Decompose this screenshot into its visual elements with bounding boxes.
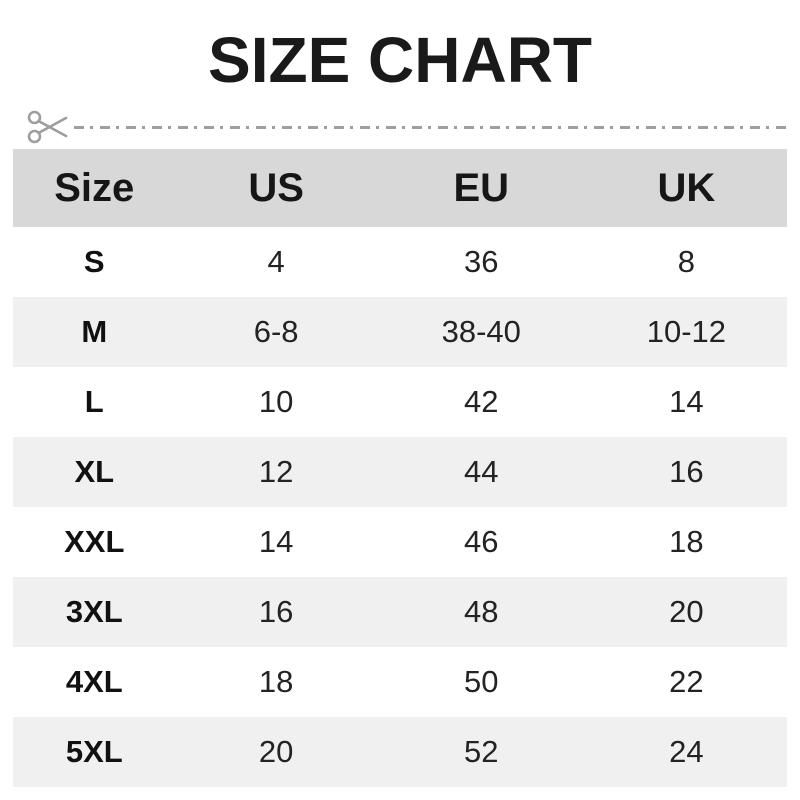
us-cell: 6-8 bbox=[253, 314, 299, 350]
scissors-icon bbox=[27, 110, 68, 144]
us-cell: 16 bbox=[258, 594, 294, 630]
size-cell: S bbox=[83, 244, 105, 280]
eu-cell: 42 bbox=[464, 384, 499, 420]
table-row: L 10 42 14 bbox=[13, 367, 787, 438]
size-chart-table: Size US EU UK S 4 36 8 M 6-8 38-40 10-12… bbox=[13, 149, 787, 788]
size-cell: 3XL bbox=[65, 594, 123, 630]
uk-cell: 8 bbox=[677, 244, 695, 280]
header-cell-us: US bbox=[175, 149, 377, 228]
us-cell: 4 bbox=[267, 244, 285, 280]
us-cell: 10 bbox=[258, 384, 294, 420]
dashed-cut-rule bbox=[74, 125, 788, 129]
size-cell: M bbox=[81, 314, 108, 350]
table-row: M 6-8 38-40 10-12 bbox=[13, 297, 787, 368]
eu-cell: 38-40 bbox=[441, 314, 521, 350]
uk-cell: 24 bbox=[669, 734, 704, 770]
eu-cell: 50 bbox=[464, 664, 499, 700]
page-title: SIZE CHART bbox=[208, 24, 592, 96]
uk-cell: 22 bbox=[669, 664, 704, 700]
table-row: XL 12 44 16 bbox=[13, 437, 787, 508]
size-cell: L bbox=[84, 384, 104, 420]
header-cell-size: Size bbox=[13, 149, 176, 228]
uk-cell: 18 bbox=[669, 524, 704, 560]
eu-cell: 48 bbox=[464, 594, 499, 630]
table-row: 5XL 20 52 24 bbox=[13, 717, 787, 788]
header-cell-eu: EU bbox=[376, 149, 586, 228]
header-cell-uk: UK bbox=[585, 149, 787, 228]
size-cell: 4XL bbox=[65, 664, 123, 700]
table-header-row: Size US EU UK bbox=[13, 149, 787, 228]
eu-cell: 46 bbox=[464, 524, 499, 560]
us-cell: 20 bbox=[258, 734, 294, 770]
table-row: 4XL 18 50 22 bbox=[13, 647, 787, 718]
uk-cell: 10-12 bbox=[646, 314, 727, 350]
size-cell: XL bbox=[74, 454, 115, 490]
eu-cell: 36 bbox=[464, 244, 499, 280]
uk-cell: 20 bbox=[669, 594, 704, 630]
size-cell: 5XL bbox=[65, 734, 123, 770]
us-cell: 18 bbox=[258, 664, 294, 700]
uk-cell: 16 bbox=[669, 454, 704, 490]
table-row: 3XL 16 48 20 bbox=[13, 577, 787, 648]
table-row: S 4 36 8 bbox=[13, 227, 787, 298]
cut-line bbox=[26, 107, 788, 147]
uk-cell: 14 bbox=[669, 384, 704, 420]
us-cell: 12 bbox=[258, 454, 294, 490]
size-cell: XXL bbox=[64, 524, 125, 560]
eu-cell: 52 bbox=[464, 734, 499, 770]
eu-cell: 44 bbox=[464, 454, 499, 490]
us-cell: 14 bbox=[258, 524, 294, 560]
table-row: XXL 14 46 18 bbox=[13, 507, 787, 578]
